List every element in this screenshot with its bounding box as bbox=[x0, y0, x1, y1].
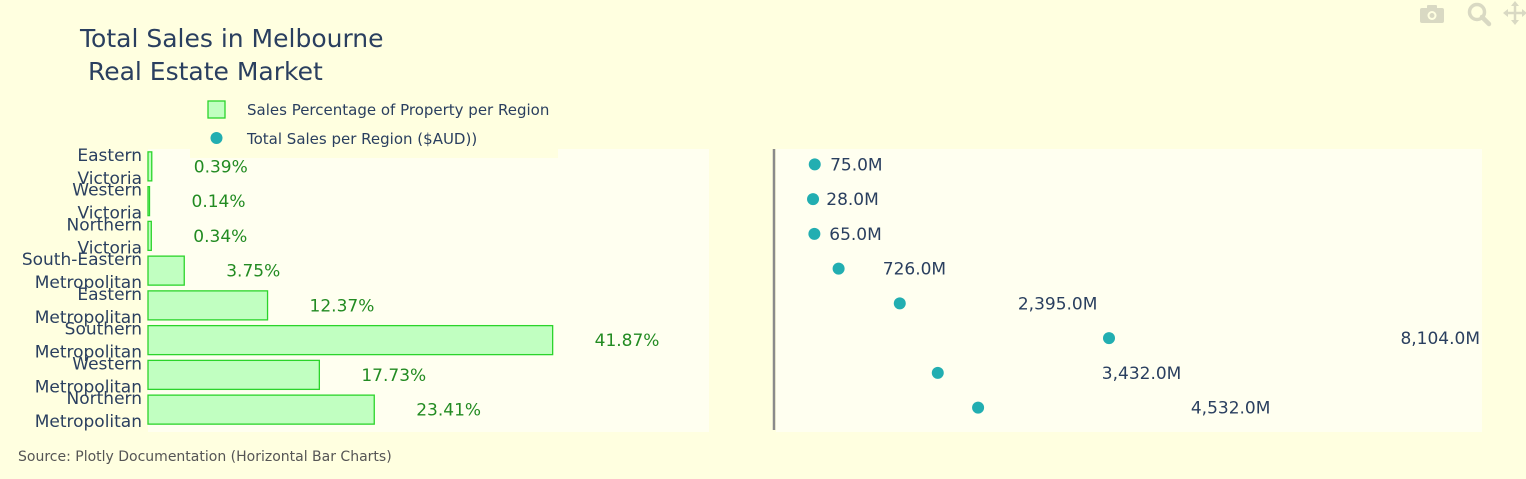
scatter-point[interactable] bbox=[972, 401, 985, 414]
legend-bar-label: Sales Percentage of Property per Region bbox=[247, 101, 549, 119]
bar[interactable] bbox=[147, 290, 269, 321]
category-label: Northern Victoria bbox=[67, 215, 142, 258]
scatter-point[interactable] bbox=[832, 262, 845, 275]
scatter-data-label: 4,532.0M bbox=[1191, 399, 1271, 419]
category-label: Eastern Metropolitan bbox=[35, 285, 142, 328]
legend-bar-swatch bbox=[207, 100, 226, 119]
modebar bbox=[1420, 1, 1526, 27]
bar[interactable] bbox=[147, 255, 185, 286]
bar-labels: 0.39% 0.14% 0.34% 3.75% 12.37% 41.87% 17.73% 23… bbox=[192, 157, 660, 420]
bar-data-label: 0.14% bbox=[192, 192, 246, 212]
scatter-point[interactable] bbox=[1103, 332, 1115, 345]
scatter-point[interactable] bbox=[807, 193, 820, 206]
bar-data-label: 12.37% bbox=[310, 296, 375, 316]
scatter-data-label: 28.0M bbox=[826, 190, 879, 210]
scatter-point[interactable] bbox=[931, 366, 944, 379]
category-label: South-Eastern Metropolitan bbox=[22, 250, 142, 293]
legend: Sales Percentage of Property per Region … bbox=[190, 94, 558, 158]
source-annotation: Source: Plotly Documentation (Horizontal… bbox=[18, 449, 392, 465]
legend-scatter-label: Total Sales per Region ($AUD)) bbox=[246, 130, 477, 148]
bar[interactable] bbox=[147, 324, 554, 356]
bar[interactable] bbox=[147, 220, 152, 252]
bar[interactable] bbox=[147, 151, 153, 182]
scatter-data-label: 3,432.0M bbox=[1102, 364, 1182, 384]
scatter-point[interactable] bbox=[893, 297, 906, 310]
bar-data-label: 0.39% bbox=[194, 157, 248, 177]
category-label: Western Victoria bbox=[72, 181, 142, 224]
scatter-series bbox=[807, 158, 1115, 414]
bar-data-label: 41.87% bbox=[595, 331, 660, 351]
bar[interactable] bbox=[147, 359, 321, 391]
pan-icon[interactable] bbox=[1503, 1, 1526, 25]
category-label: Southern Metropolitan bbox=[35, 320, 142, 363]
scatter-point[interactable] bbox=[808, 158, 821, 171]
legend-background bbox=[190, 94, 558, 158]
bar[interactable] bbox=[147, 394, 375, 425]
bar[interactable] bbox=[147, 185, 151, 217]
category-label: Eastern Victoria bbox=[77, 146, 142, 189]
scatter-plot-area bbox=[776, 149, 1482, 432]
scatter-data-label: 726.0M bbox=[883, 260, 946, 280]
scatter-data-label: 75.0M bbox=[830, 155, 883, 175]
chart-title: Total Sales in Melbourne Real Estate Mar… bbox=[79, 24, 391, 86]
zoom-icon[interactable] bbox=[1467, 2, 1492, 27]
category-label: Western Metropolitan bbox=[35, 354, 142, 397]
legend-scatter-swatch bbox=[210, 132, 223, 144]
bar-series bbox=[147, 151, 554, 425]
scatter-data-label: 65.0M bbox=[829, 225, 882, 245]
scatter-data-label: 2,395.0M bbox=[1018, 294, 1098, 314]
scatter-data-label: 8,104.0M bbox=[1400, 329, 1480, 349]
bar-data-label: 0.34% bbox=[193, 227, 247, 247]
bar-data-label: 23.41% bbox=[416, 401, 481, 421]
chart-title-line-1: Total Sales in Melbourne bbox=[79, 24, 384, 53]
chart-title-line-2: Real Estate Market bbox=[80, 57, 323, 86]
bar-data-label: 17.73% bbox=[361, 366, 426, 386]
legend-item-bar[interactable]: Sales Percentage of Property per Region bbox=[207, 100, 549, 119]
camera-icon[interactable] bbox=[1420, 5, 1444, 23]
bar-data-label: 3.75% bbox=[226, 262, 280, 282]
category-label: Northern Metropolitan bbox=[35, 389, 142, 432]
scatter-point[interactable] bbox=[808, 227, 821, 240]
legend-item-scatter[interactable]: Total Sales per Region ($AUD)) bbox=[210, 130, 478, 148]
